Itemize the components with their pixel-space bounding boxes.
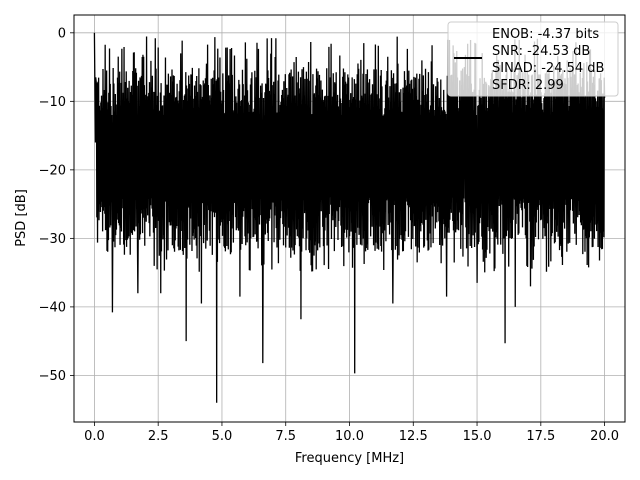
y-axis-label: PSD [dB] <box>14 189 29 247</box>
x-tick-label: 0.0 <box>84 429 105 444</box>
y-tick-label: −10 <box>39 95 66 110</box>
legend-entry-sinad: SINAD: -24.54 dB <box>492 61 604 76</box>
y-tick-label: −30 <box>39 232 66 247</box>
psd-series-line <box>93 32 606 403</box>
x-tick-label: 17.5 <box>526 429 555 444</box>
y-tick-label: −50 <box>39 369 66 384</box>
x-tick-label: 15.0 <box>463 429 492 444</box>
x-axis: 0.0 2.5 5.0 7.5 10.0 12.5 15.0 17.5 20.0 <box>84 422 619 444</box>
legend-box <box>447 21 619 97</box>
x-tick-label: 12.5 <box>399 429 428 444</box>
x-tick-label: 20.0 <box>590 429 619 444</box>
x-tick-label: 5.0 <box>212 429 233 444</box>
legend-entry-sfdr: SFDR: 2.99 <box>492 78 564 93</box>
legend-entry-enob: ENOB: -4.37 bits <box>492 27 599 42</box>
x-tick-label: 2.5 <box>148 429 169 444</box>
x-axis-label: Frequency [MHz] <box>295 451 404 466</box>
legend-entry-snr: SNR: -24.53 dB <box>492 44 590 59</box>
x-tick-label: 10.0 <box>335 429 364 444</box>
y-tick-label: 0 <box>58 26 66 41</box>
legend: ENOB: -4.37 bits SNR: -24.53 dB SINAD: -… <box>447 21 619 97</box>
y-tick-label: −40 <box>39 300 66 315</box>
y-axis: 0 −10 −20 −30 −40 −50 <box>39 26 74 384</box>
y-tick-label: −20 <box>39 163 66 178</box>
x-tick-label: 7.5 <box>275 429 296 444</box>
